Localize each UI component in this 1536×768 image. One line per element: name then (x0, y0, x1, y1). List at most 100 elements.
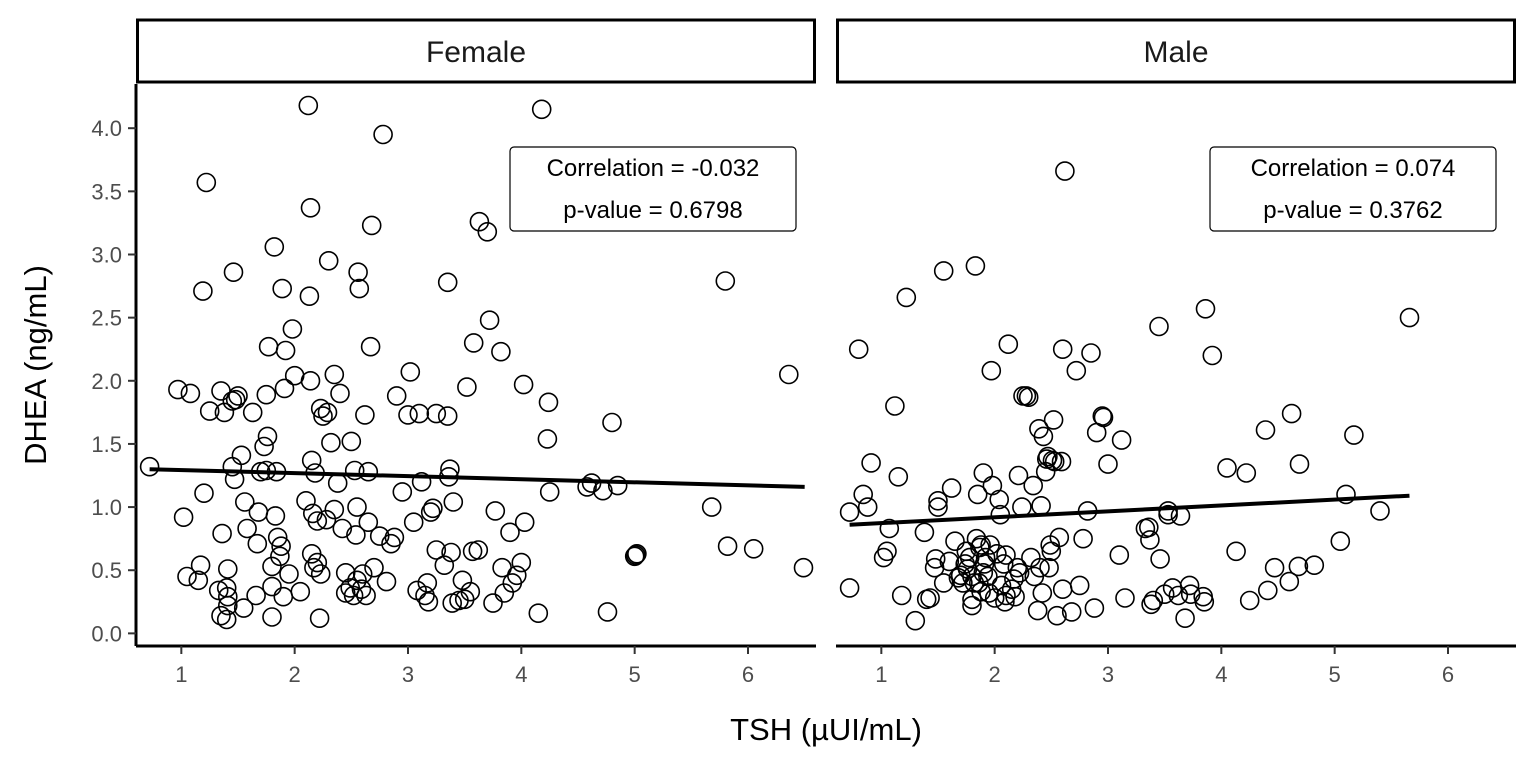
point-male-16 (920, 588, 940, 608)
x-axis-title: TSH (µUI/mL) (730, 712, 922, 747)
point-female-171 (778, 364, 799, 385)
point-female-18 (218, 595, 238, 616)
point-female-162 (602, 412, 622, 433)
strip-label-female: Female (426, 36, 526, 69)
panel-male: Male Correlation = 0.074 p-value = 0.376… (836, 18, 1516, 687)
y-axis-title: DHEA (ng/mL) (18, 265, 53, 465)
point-male-3 (853, 484, 874, 505)
x-tick-label-female-1: 1 (175, 662, 187, 687)
point-female-0 (139, 456, 160, 477)
point-male-42 (971, 535, 991, 555)
point-male-112 (1139, 517, 1159, 538)
point-male-120 (1158, 504, 1178, 525)
point-male-138 (1279, 571, 1300, 592)
point-male-69 (1012, 497, 1032, 517)
point-female-134 (457, 377, 477, 397)
x-tick-label-male-2: 2 (989, 662, 1001, 687)
annotation-box-female (509, 146, 797, 232)
point-female-60 (299, 286, 320, 307)
point-male-20 (928, 497, 948, 517)
point-male-5 (861, 453, 881, 473)
point-male-8 (879, 518, 900, 539)
point-female-98 (358, 512, 379, 533)
point-male-109 (1111, 430, 1132, 450)
point-male-91 (1047, 605, 1067, 626)
point-female-142 (483, 593, 503, 613)
point-female-64 (301, 450, 322, 471)
point-female-93 (349, 278, 370, 299)
point-female-5 (188, 570, 209, 591)
y-tick-label-0: 0.0 (91, 621, 122, 646)
point-male-114 (1141, 594, 1161, 615)
point-male-122 (1168, 585, 1189, 606)
point-male-11 (891, 585, 912, 606)
point-male-25 (945, 531, 965, 552)
point-female-75 (317, 402, 338, 423)
strip-female (136, 18, 816, 84)
point-female-25 (225, 389, 246, 410)
point-female-23 (223, 262, 244, 283)
point-female-73 (313, 406, 333, 426)
point-female-163 (607, 475, 628, 496)
point-female-153 (528, 603, 549, 624)
point-male-54 (987, 543, 1007, 564)
point-male-129 (1195, 298, 1216, 319)
point-female-92 (348, 262, 368, 283)
point-male-100 (1073, 528, 1093, 549)
point-male-131 (1217, 458, 1237, 478)
point-male-130 (1202, 345, 1223, 366)
point-female-26 (228, 386, 248, 406)
point-male-68 (1009, 562, 1030, 583)
point-male-108 (1109, 545, 1130, 565)
point-female-169 (717, 536, 738, 557)
point-male-84 (1038, 446, 1058, 467)
point-female-103 (369, 526, 390, 546)
point-female-111 (400, 362, 421, 382)
point-female-166 (627, 543, 647, 564)
point-female-122 (426, 403, 447, 424)
point-male-145 (1344, 425, 1364, 445)
x-tick-label-female-2: 2 (289, 662, 301, 687)
point-male-52 (982, 475, 1003, 496)
point-male-136 (1258, 580, 1278, 601)
point-female-20 (218, 559, 238, 579)
x-axis-female: 1 2 3 4 5 6 (136, 644, 816, 687)
point-male-24 (941, 478, 962, 498)
point-female-52 (274, 378, 295, 399)
point-male-147 (1399, 307, 1420, 328)
point-female-33 (247, 533, 268, 554)
point-male-79 (1031, 495, 1051, 516)
point-female-121 (426, 540, 447, 560)
point-female-130 (443, 492, 464, 512)
point-female-112 (403, 512, 424, 533)
point-female-108 (386, 386, 407, 406)
point-female-152 (514, 512, 535, 533)
y-tick-label-1: 0.5 (91, 558, 122, 583)
point-female-102 (364, 557, 384, 578)
point-male-19 (928, 490, 948, 511)
point-female-90 (347, 570, 367, 591)
point-female-42 (262, 576, 282, 597)
point-female-16 (216, 609, 237, 630)
point-female-53 (275, 340, 296, 361)
point-male-13 (905, 610, 926, 631)
point-female-71 (310, 564, 331, 584)
x-tick-label-male-3: 3 (1102, 662, 1114, 687)
point-male-89 (1043, 410, 1064, 430)
point-female-2 (173, 507, 194, 528)
point-male-46 (974, 554, 995, 574)
point-male-113 (1140, 530, 1160, 550)
point-female-4 (180, 383, 201, 404)
point-female-39 (257, 426, 278, 447)
point-male-125 (1179, 575, 1200, 596)
point-female-59 (298, 95, 319, 116)
point-female-38 (256, 384, 277, 405)
fit-line-female (149, 467, 805, 489)
point-female-137 (463, 333, 484, 353)
point-female-10 (199, 401, 220, 421)
point-female-140 (477, 222, 498, 242)
y-tick-label-2: 1.0 (91, 495, 122, 520)
point-male-106 (1093, 407, 1114, 428)
point-female-170 (743, 538, 764, 559)
point-male-98 (1066, 360, 1087, 381)
